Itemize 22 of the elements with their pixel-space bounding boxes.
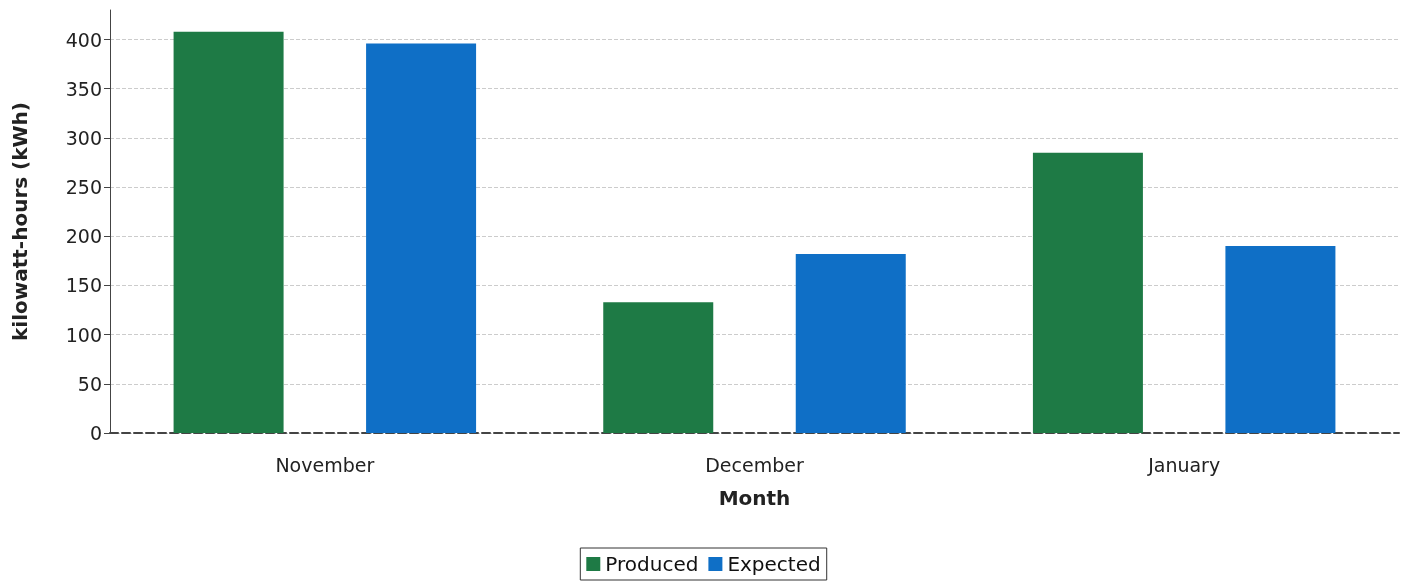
y-tick-label: 150 xyxy=(65,274,102,297)
x-axis-title: Month xyxy=(718,486,791,510)
y-tick-label: 400 xyxy=(65,28,102,51)
y-axis-title: kilowatt-hours (kWh) xyxy=(8,102,32,341)
x-tick-label: January xyxy=(1147,453,1221,476)
x-tick-label: December xyxy=(705,453,804,476)
y-tick-label: 100 xyxy=(65,323,102,346)
y-tick-label: 50 xyxy=(77,372,102,395)
legend-label: Expected xyxy=(727,552,821,576)
x-tick-label: November xyxy=(275,453,375,476)
bar xyxy=(603,302,714,433)
y-tick-label: 250 xyxy=(65,176,102,199)
bar xyxy=(366,43,477,433)
bar xyxy=(1032,152,1143,433)
bar xyxy=(1225,246,1336,433)
y-tick-label: 200 xyxy=(65,225,102,248)
bar xyxy=(173,31,284,433)
legend-label: Produced xyxy=(605,552,699,576)
y-tick-label: 350 xyxy=(65,77,102,100)
y-tick-label: 300 xyxy=(65,126,102,149)
bar xyxy=(795,253,906,433)
y-tick-label: 0 xyxy=(89,422,102,444)
